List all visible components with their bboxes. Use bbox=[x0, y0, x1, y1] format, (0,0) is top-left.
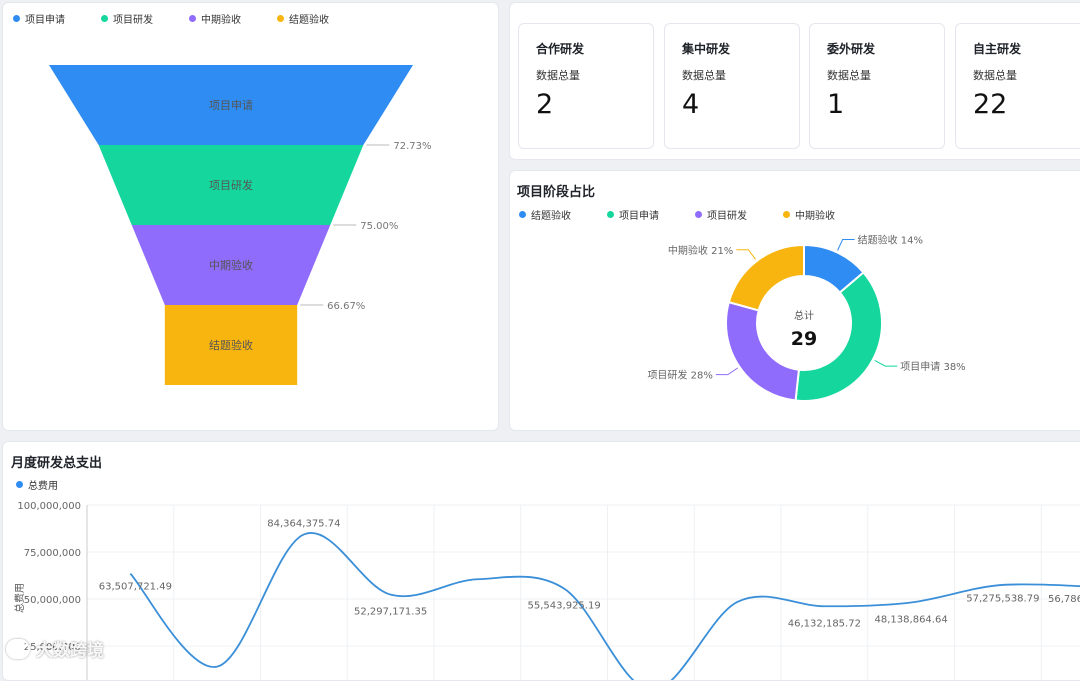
legend-dot bbox=[277, 15, 284, 22]
legend-dot bbox=[783, 211, 790, 218]
data-label: 55,543,925.19 bbox=[528, 601, 601, 612]
funnel-stage-label: 中期验收 bbox=[209, 258, 253, 272]
legend-dot bbox=[189, 15, 196, 22]
stat-value: 1 bbox=[827, 89, 845, 120]
legend-item-develop[interactable]: 项目研发 bbox=[695, 207, 747, 222]
stat-sub: 数据总量 bbox=[827, 69, 871, 82]
y-tick-label: 75,000,000 bbox=[24, 548, 81, 559]
stats-card: 合作研发 数据总量 2 集中研发 数据总量 4 委外研发 数据总量 1 自主研发… bbox=[509, 2, 1080, 160]
funnel-segment bbox=[98, 145, 364, 225]
legend-item-midterm[interactable]: 中期验收 bbox=[189, 11, 241, 26]
stat-value: 22 bbox=[973, 89, 1008, 120]
data-label: 63,507,721.49 bbox=[99, 582, 172, 593]
legend-dot bbox=[519, 211, 526, 218]
stat-sub: 数据总量 bbox=[973, 69, 1017, 82]
legend-item-midterm[interactable]: 中期验收 bbox=[783, 207, 835, 222]
donut-slice bbox=[725, 300, 801, 402]
stat-card-centralized[interactable]: 集中研发 数据总量 4 bbox=[664, 23, 800, 149]
data-label: 56,786,881.99 bbox=[1048, 594, 1080, 605]
stat-value: 2 bbox=[536, 89, 554, 120]
line-title: 月度研发总支出 bbox=[11, 456, 103, 471]
data-label: 84,364,375.74 bbox=[267, 518, 340, 529]
stat-name: 集中研发 bbox=[682, 42, 731, 56]
line-card: 月度研发总支出 总费用 100,000,000 75,000,000 50,000,… bbox=[2, 441, 1080, 681]
donut-card: 项目阶段占比 结题验收 项目申请 项目研发 中期验收 结题验收 14% 项目申请 … bbox=[509, 170, 1080, 431]
funnel-segment bbox=[164, 305, 298, 385]
stat-sub: 数据总量 bbox=[536, 69, 580, 82]
legend-dot bbox=[695, 211, 702, 218]
stat-card-cooperative[interactable]: 合作研发 数据总量 2 bbox=[518, 23, 654, 149]
stat-name: 委外研发 bbox=[827, 42, 876, 56]
donut-title: 项目阶段占比 bbox=[517, 185, 596, 200]
donut-label-leader bbox=[715, 367, 739, 376]
funnel-conversion-label: 75.00% bbox=[360, 221, 398, 232]
donut-slice-label: 中期验收 21% bbox=[668, 244, 733, 257]
donut-slice-label: 项目申请 38% bbox=[900, 360, 965, 373]
legend-item-apply[interactable]: 项目申请 bbox=[13, 11, 65, 26]
stat-sub: 数据总量 bbox=[682, 69, 726, 82]
donut-slice bbox=[794, 271, 883, 402]
funnel-conversion-label: 66.67% bbox=[327, 301, 365, 312]
stat-value: 4 bbox=[682, 89, 700, 120]
y-tick-label: 100,000,000 bbox=[17, 501, 81, 512]
stat-name: 合作研发 bbox=[536, 42, 585, 56]
donut-chart: 结题验收 14% 项目申请 38% 项目研发 28% 中期验收 21% 总计 29 bbox=[647, 234, 966, 402]
stat-name: 自主研发 bbox=[973, 42, 1022, 56]
funnel-conversion-label: 72.73% bbox=[393, 141, 431, 152]
funnel-stage-label: 项目申请 bbox=[209, 99, 253, 112]
legend-item-total-cost[interactable]: 总费用 bbox=[16, 477, 58, 492]
y-axis-label: 总费用 bbox=[13, 583, 26, 613]
funnel-chart: 项目申请 72.73% 项目研发 75.00% 中期验收 66.67% 结题验收 bbox=[49, 65, 432, 385]
line-legend: 总费用 bbox=[16, 477, 94, 492]
stat-card-outsourced[interactable]: 委外研发 数据总量 1 bbox=[809, 23, 945, 149]
funnel-stage-label: 项目研发 bbox=[209, 178, 253, 192]
y-tick-label: 50,000,000 bbox=[24, 595, 81, 606]
legend-item-final[interactable]: 结题验收 bbox=[277, 11, 329, 26]
funnel-legend: 项目申请 项目研发 中期验收 结题验收 bbox=[13, 11, 365, 26]
donut-center-label: 总计 bbox=[794, 309, 814, 322]
donut-label-leader bbox=[837, 239, 855, 251]
data-label: 52,297,171.35 bbox=[354, 607, 427, 618]
donut-label-leader bbox=[736, 249, 756, 260]
data-label: 57,275,538.79 bbox=[966, 593, 1039, 604]
data-label: 46,132,185.72 bbox=[788, 618, 861, 629]
funnel-segment bbox=[49, 65, 413, 145]
line-chart: 100,000,000 75,000,000 50,000,000 25,000,00… bbox=[13, 501, 1080, 680]
donut-label-leader bbox=[874, 360, 898, 367]
legend-item-final[interactable]: 结题验收 bbox=[519, 207, 571, 222]
series-line-total-cost bbox=[129, 532, 1080, 680]
legend-item-apply[interactable]: 项目申请 bbox=[607, 207, 659, 222]
data-label: 48,138,864.64 bbox=[875, 614, 948, 625]
legend-dot bbox=[16, 481, 23, 488]
donut-legend: 结题验收 项目申请 项目研发 中期验收 bbox=[519, 207, 871, 222]
legend-dot bbox=[101, 15, 108, 22]
watermark-logo-icon bbox=[6, 638, 30, 659]
donut-slice-label: 结题验收 14% bbox=[858, 234, 923, 247]
donut-slice bbox=[727, 243, 805, 312]
stat-card-independent[interactable]: 自主研发 数据总量 22 bbox=[955, 23, 1080, 149]
donut-center-value: 29 bbox=[791, 328, 817, 350]
legend-dot bbox=[607, 211, 614, 218]
watermark: 大数跨境 bbox=[6, 636, 104, 661]
donut-slice-label: 项目研发 28% bbox=[647, 369, 712, 382]
legend-item-develop[interactable]: 项目研发 bbox=[101, 11, 153, 26]
funnel-segment bbox=[131, 225, 331, 305]
funnel-stage-label: 结题验收 bbox=[209, 338, 253, 352]
legend-dot bbox=[13, 15, 20, 22]
funnel-card: 项目申请 项目研发 中期验收 结题验收 项目申请 72.73% 项目研发 75.00%… bbox=[2, 2, 499, 431]
y-tick-label: 25,000,000 bbox=[24, 642, 81, 653]
